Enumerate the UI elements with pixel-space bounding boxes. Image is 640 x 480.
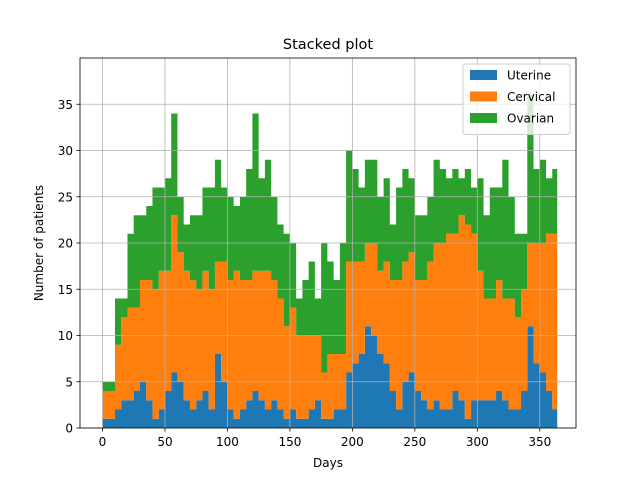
y-tick-label: 30 <box>58 144 73 158</box>
y-axis-label: Number of patients <box>32 185 46 301</box>
y-tick-label: 0 <box>65 422 73 436</box>
y-tick-label: 25 <box>58 190 73 204</box>
series-area-ovarian <box>102 95 558 391</box>
x-tick-label: 200 <box>341 435 364 449</box>
legend-label-uterine: Uterine <box>507 69 551 83</box>
x-tick-label: 150 <box>278 435 301 449</box>
legend-swatch-cervical <box>470 91 497 102</box>
x-tick-label: 300 <box>466 435 489 449</box>
x-tick-label: 50 <box>157 435 172 449</box>
x-tick-label: 250 <box>403 435 426 449</box>
y-tick-label: 5 <box>65 375 73 389</box>
series-layer <box>102 95 558 428</box>
y-tick-label: 35 <box>58 98 73 112</box>
x-tick-label: 0 <box>99 435 107 449</box>
series-area-uterine <box>102 326 558 428</box>
x-axis-label: Days <box>313 456 343 470</box>
x-tick-label: 100 <box>216 435 239 449</box>
y-tick-label: 20 <box>58 237 73 251</box>
y-tick-label: 10 <box>58 329 73 343</box>
legend-label-ovarian: Ovarian <box>507 112 554 126</box>
legend-swatch-uterine <box>470 70 497 80</box>
chart-title: Stacked plot <box>283 37 373 53</box>
series-area-cervical <box>102 215 558 419</box>
legend-swatch-ovarian <box>470 113 497 123</box>
legend-label-cervical: Cervical <box>507 90 555 104</box>
legend: Uterine Cervical Ovarian <box>462 63 571 135</box>
x-tick-label: 350 <box>528 435 551 449</box>
y-tick-label: 15 <box>58 283 73 297</box>
ticks-layer: 0 50 100 150 200 250 300 350 0 5 10 15 20 25 30 35 <box>58 98 552 449</box>
